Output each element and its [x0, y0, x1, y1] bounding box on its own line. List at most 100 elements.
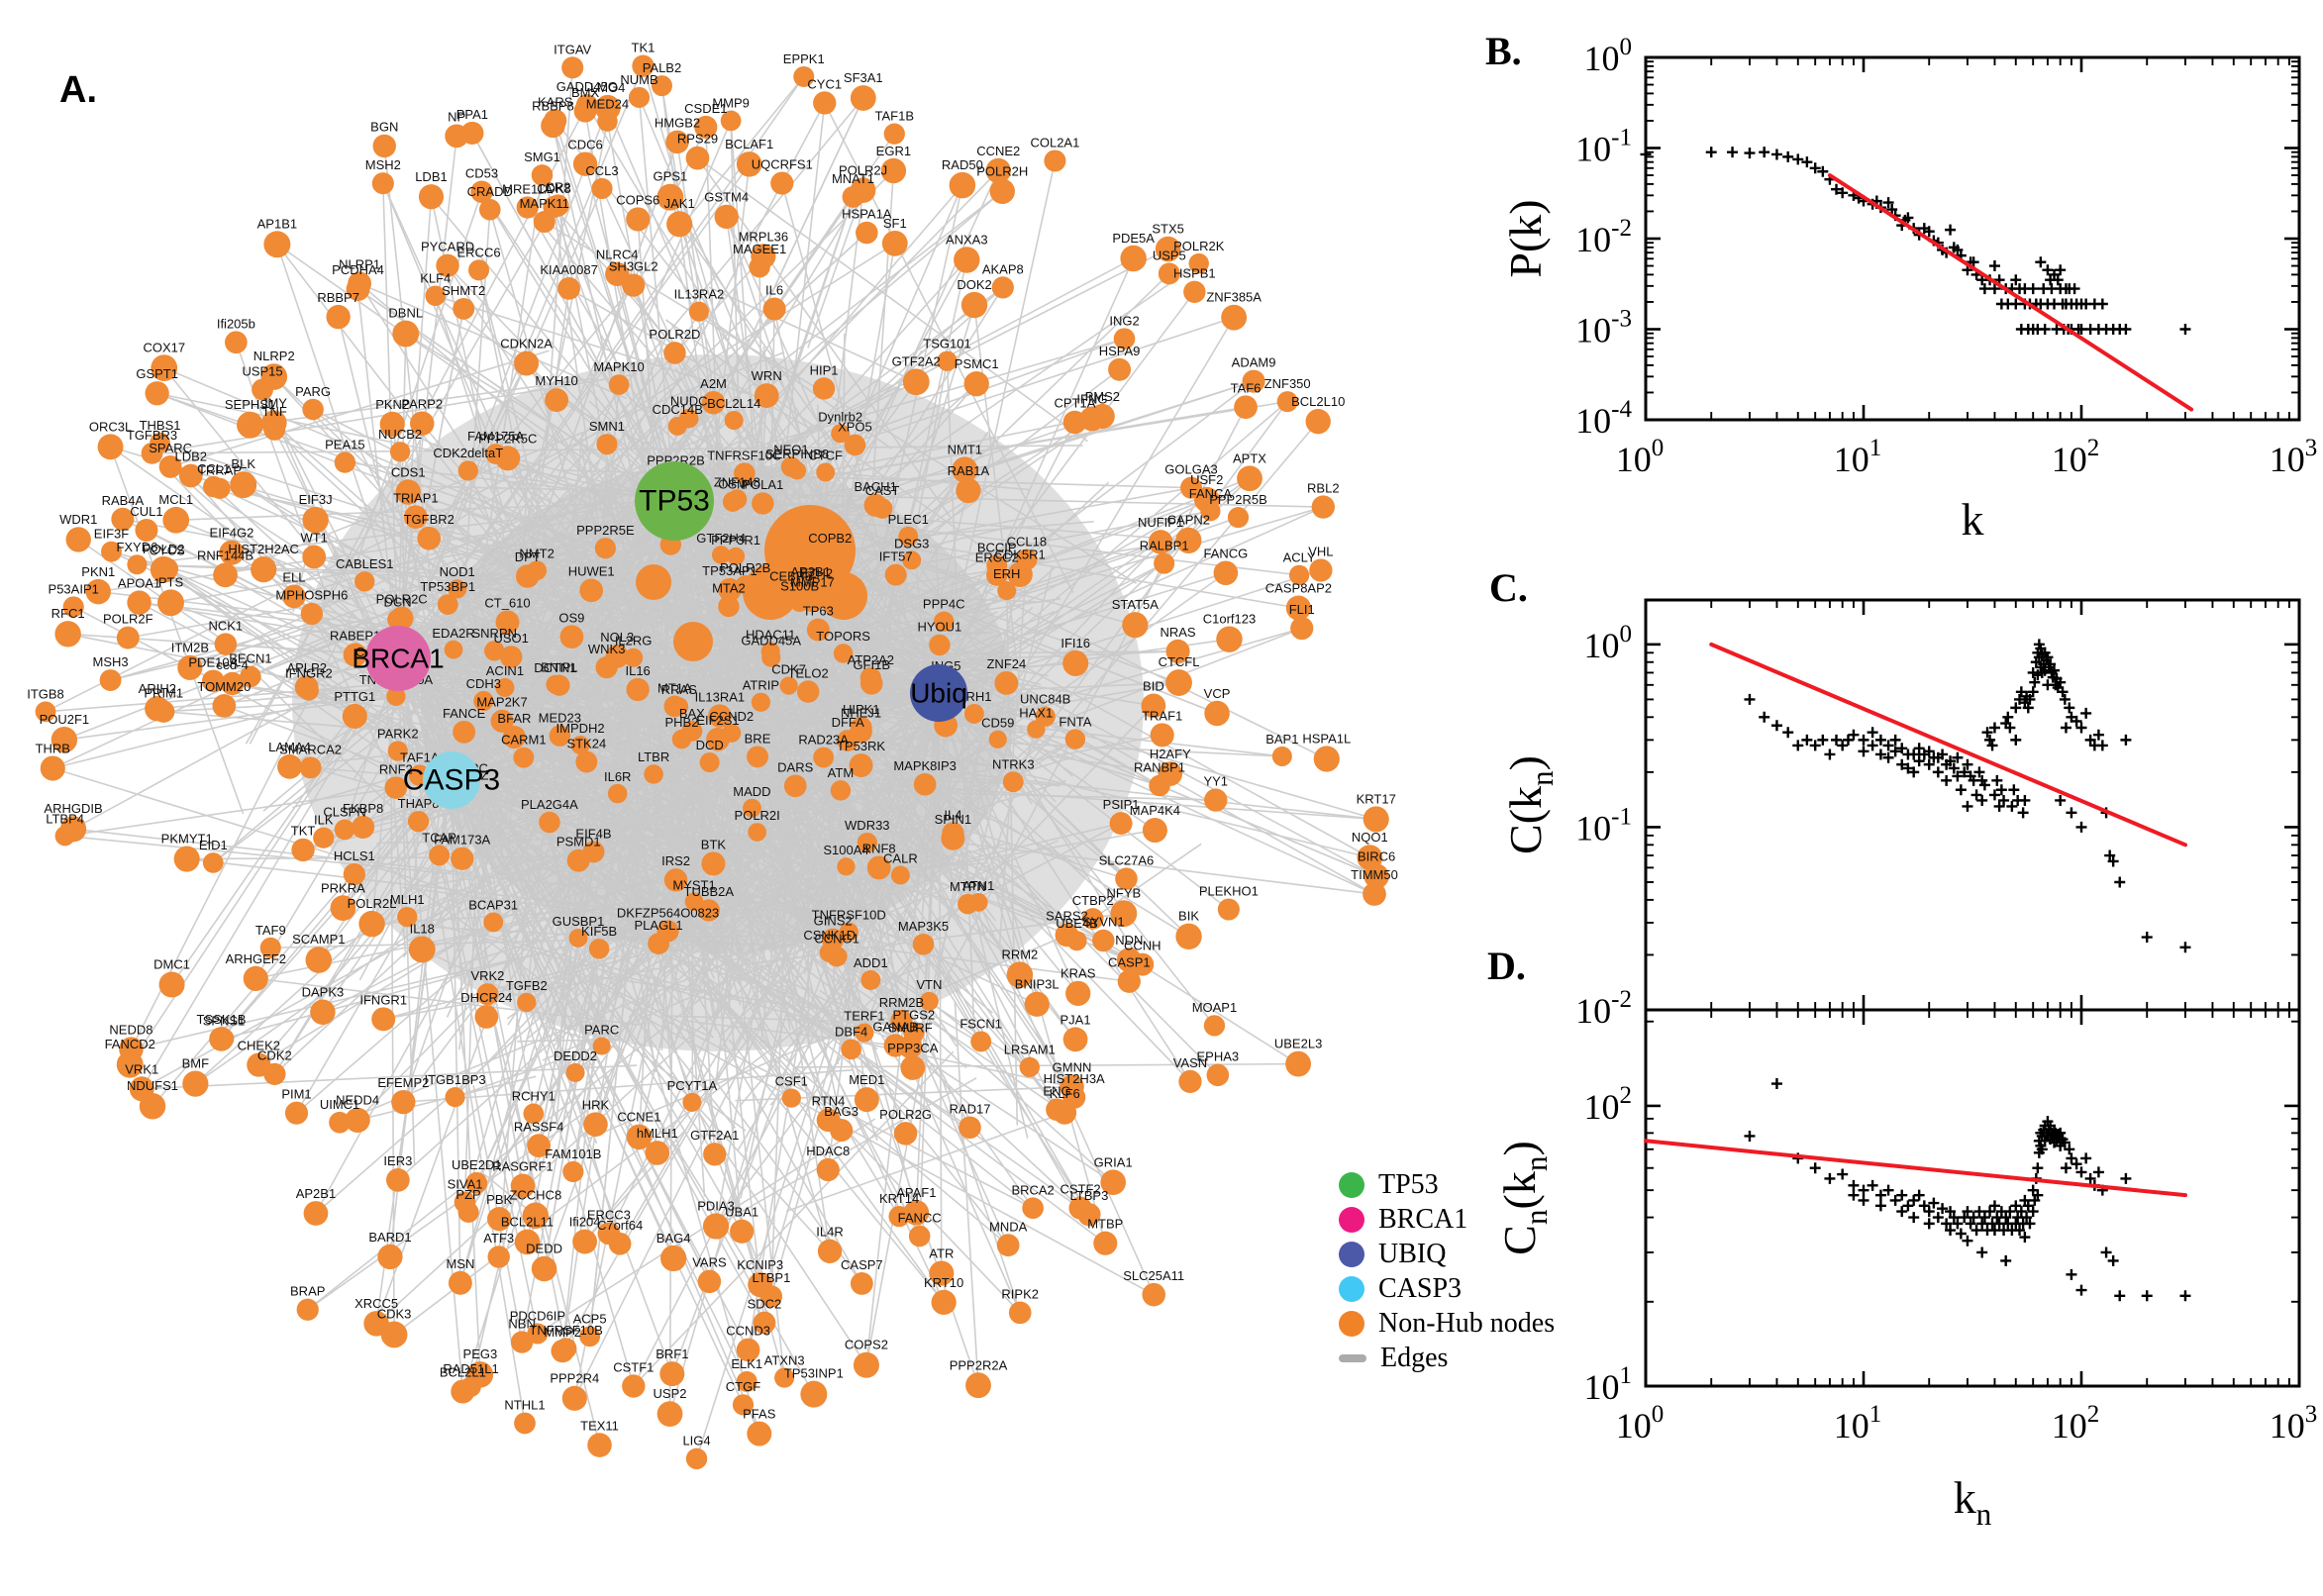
network-node: [1237, 465, 1262, 492]
network-node: [669, 697, 689, 716]
network-node: [688, 301, 710, 322]
network-node: [220, 671, 245, 696]
network-node: [959, 1116, 981, 1140]
network-node: [1188, 252, 1209, 274]
svg-text:CCL18: CCL18: [1007, 534, 1047, 549]
network-node: [343, 862, 365, 886]
svg-text:MED24: MED24: [586, 96, 629, 111]
network-node: [35, 701, 56, 723]
svg-text:LMO4: LMO4: [590, 80, 625, 95]
svg-text:NHEJ1: NHEJ1: [841, 706, 881, 721]
svg-text:GTF2H4: GTF2H4: [696, 531, 746, 546]
network-node: [1122, 612, 1149, 639]
network-node: [626, 677, 650, 702]
network-node: [1024, 991, 1050, 1017]
network-node: [157, 589, 184, 617]
network-node: [855, 1023, 874, 1043]
network-node: [986, 564, 1008, 586]
network-node: [632, 54, 655, 77]
svg-text:CHEK2: CHEK2: [238, 1038, 280, 1052]
svg-text:KLF6: KLF6: [1050, 1086, 1080, 1101]
network-node: [453, 720, 476, 744]
network-node: [863, 493, 887, 517]
svg-text:GADD45A: GADD45A: [741, 634, 801, 648]
svg-text:DBF4: DBF4: [835, 1025, 867, 1040]
svg-text:103: 103: [2270, 435, 2318, 479]
svg-text:RAD50: RAD50: [942, 157, 983, 172]
svg-text:ZCCHC8: ZCCHC8: [509, 1188, 561, 1203]
svg-text:C7orf64: C7orf64: [597, 1218, 643, 1233]
network-node: [963, 371, 989, 397]
network-node: [1271, 746, 1292, 766]
network-node: [1175, 527, 1202, 553]
legend-label: Non-Hub nodes: [1378, 1308, 1556, 1339]
network-node: [931, 1289, 957, 1315]
network-node: [942, 822, 964, 845]
network-node: [305, 947, 333, 973]
svg-text:10-2: 10-2: [1575, 986, 1632, 1031]
network-node: [908, 1225, 931, 1247]
svg-text:TP53BP1: TP53BP1: [420, 579, 475, 594]
network-node: [437, 594, 458, 615]
axis-ticks: [1644, 55, 2301, 422]
svg-text:CUL1: CUL1: [130, 504, 162, 519]
svg-text:HIST2H2AC: HIST2H2AC: [228, 542, 299, 556]
svg-text:RNF8: RNF8: [862, 841, 896, 855]
network-node: [570, 736, 590, 755]
svg-text:MRPL36: MRPL36: [739, 229, 789, 244]
svg-text:POLD2: POLD2: [143, 542, 185, 556]
network-node: [407, 810, 430, 833]
hub-label-brca1: BRCA1: [352, 644, 444, 674]
svg-text:GUSBP1: GUSBP1: [553, 914, 605, 929]
network-node: [119, 1037, 144, 1061]
network-node: [1110, 900, 1138, 928]
svg-text:RAD51L1: RAD51L1: [443, 1361, 498, 1376]
network-node: [711, 546, 731, 564]
svg-text:POLA1: POLA1: [742, 477, 783, 492]
network-node: [363, 1311, 389, 1337]
network-node: [483, 912, 504, 933]
svg-text:RRM2B: RRM2B: [879, 995, 925, 1010]
network-node: [890, 865, 910, 885]
network-node: [1213, 560, 1239, 586]
network-node: [566, 848, 590, 872]
svg-text:IFI16: IFI16: [1060, 636, 1090, 650]
network-node: [1109, 812, 1133, 836]
svg-text:ATM: ATM: [828, 765, 854, 780]
panel-label-d: D.: [1487, 944, 1526, 988]
network-node: [510, 1173, 536, 1199]
network-node: [1093, 1231, 1118, 1255]
fit-line: [1709, 642, 2187, 848]
network-node: [579, 578, 604, 603]
network-node: [949, 171, 976, 199]
svg-text:ERCC6: ERCC6: [457, 245, 501, 259]
network-node: [1200, 501, 1221, 522]
svg-text:TP53INP1: TP53INP1: [784, 1366, 844, 1381]
network-node: [259, 937, 281, 958]
network-node: [358, 910, 385, 938]
network-node: [371, 1007, 396, 1032]
network-node: [820, 546, 840, 564]
network-node: [334, 819, 355, 841]
svg-text:GPS1: GPS1: [654, 169, 688, 184]
svg-text:STAT5A: STAT5A: [1112, 597, 1160, 612]
network-node: [345, 1107, 370, 1133]
svg-text:LDB2: LDB2: [174, 449, 207, 464]
svg-text:USF2: USF2: [1190, 472, 1223, 487]
svg-text:ATR: ATR: [929, 1246, 954, 1260]
network-node: [970, 1031, 992, 1052]
svg-text:COX17: COX17: [143, 340, 185, 354]
network-node: [841, 1039, 861, 1060]
network-node: [722, 491, 744, 512]
network-node: [436, 253, 459, 277]
network-node: [252, 378, 273, 401]
network-node: [1155, 236, 1181, 262]
network-node: [354, 571, 375, 592]
network-node: [277, 753, 302, 779]
svg-text:POLR2B: POLR2B: [720, 560, 770, 575]
network-node: [850, 1271, 873, 1295]
network-node: [994, 670, 1019, 695]
network-node: [299, 756, 322, 779]
svg-text:10-4: 10-4: [1575, 396, 1632, 441]
